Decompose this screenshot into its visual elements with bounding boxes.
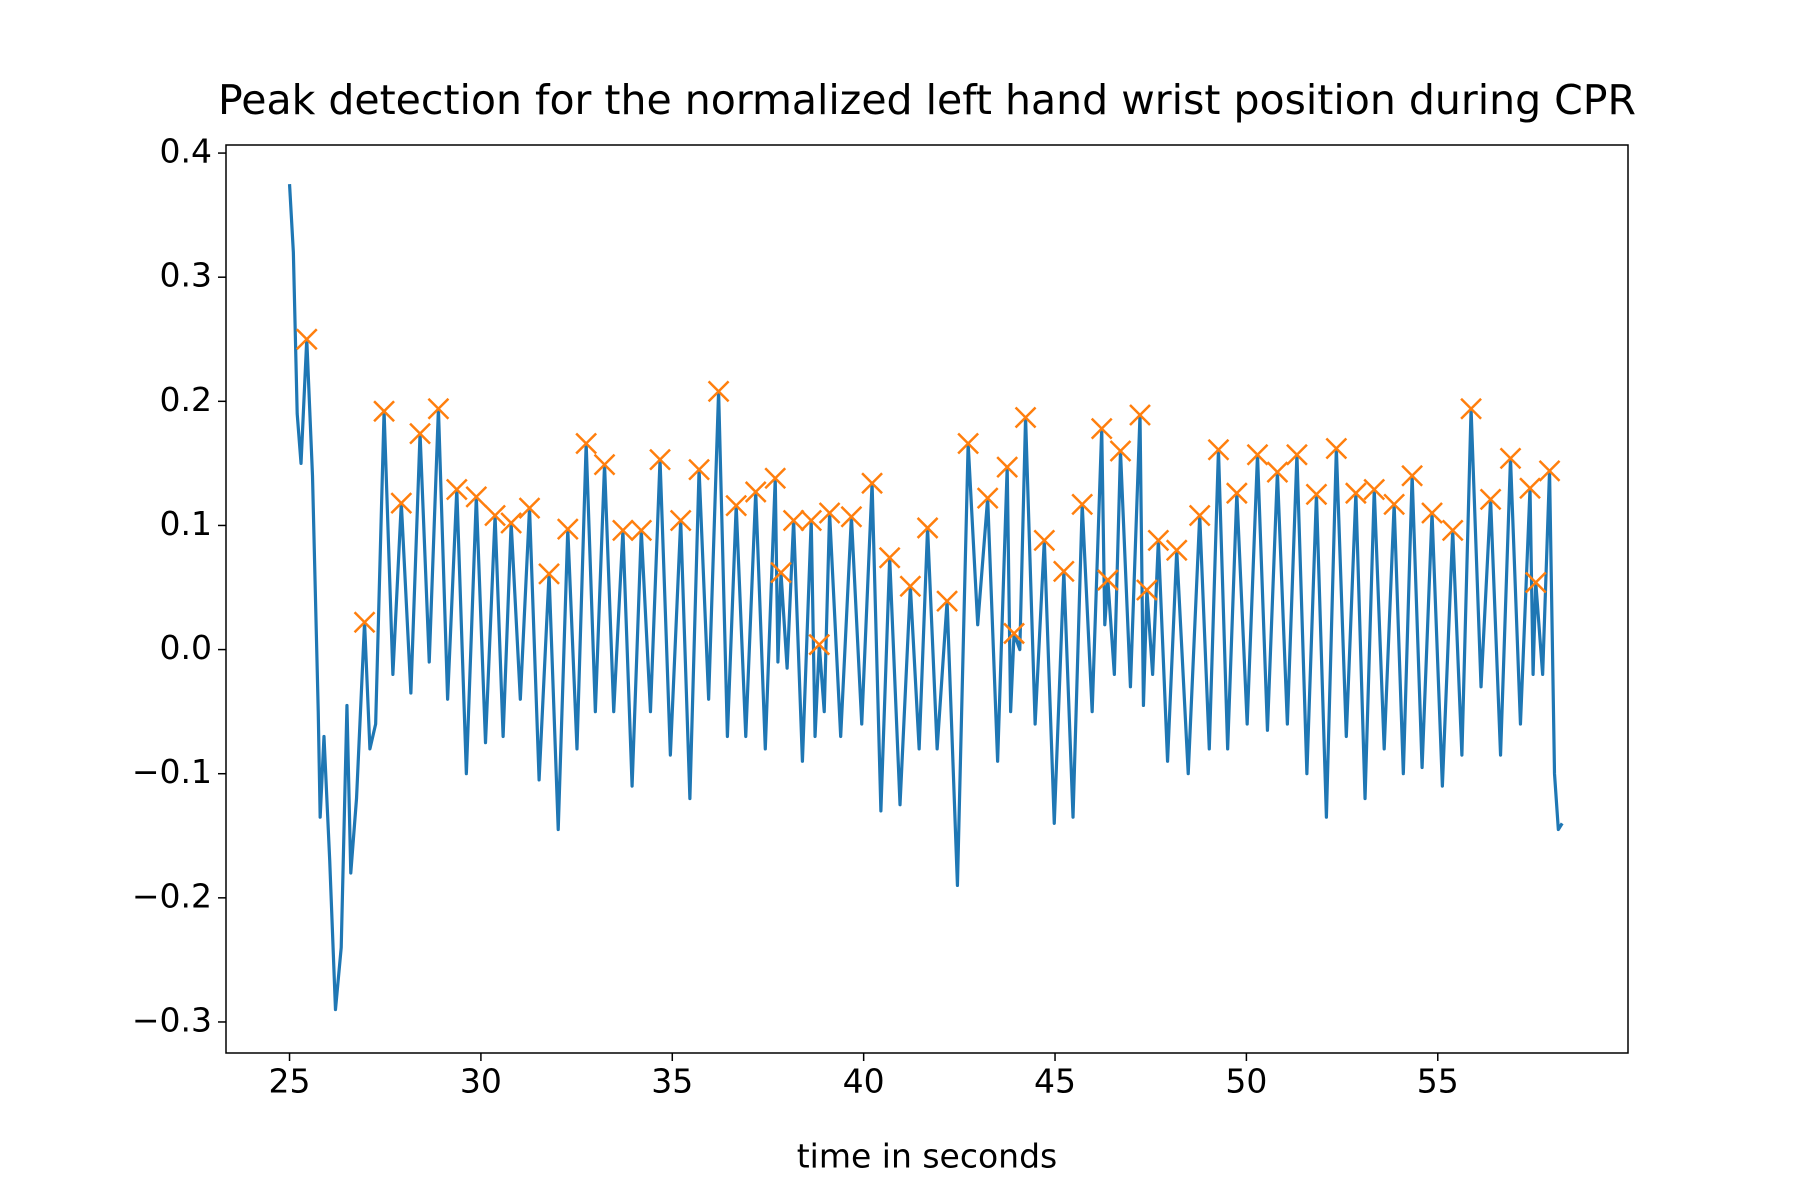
- plot-frame: [225, 144, 1629, 1054]
- y-tick-label: −0.3: [132, 1000, 212, 1039]
- x-tick-label: 25: [269, 1062, 311, 1101]
- peak-marker: [1188, 504, 1211, 527]
- data-line: [287, 184, 1564, 1012]
- peak-marker: [861, 472, 883, 495]
- peak-marker: [976, 487, 999, 510]
- x-tick-label: 55: [1417, 1062, 1459, 1101]
- peak-marker: [1421, 502, 1443, 524]
- peak-marker: [808, 633, 831, 656]
- peak-marker: [878, 546, 901, 569]
- peak-marker: [390, 492, 413, 514]
- y-tick-label: −0.2: [132, 876, 212, 915]
- peak-marker: [800, 509, 823, 532]
- peak-marker: [538, 562, 560, 585]
- peak-marker: [1225, 482, 1248, 505]
- peak-marker: [612, 519, 634, 542]
- peak-marker: [996, 456, 1019, 478]
- peak-marker: [1499, 447, 1522, 470]
- peak-marker: [1441, 519, 1464, 542]
- peak-marker: [1325, 437, 1348, 460]
- x-tick-label: 40: [843, 1062, 885, 1101]
- peak-marker: [899, 575, 922, 598]
- peak-marker: [1165, 539, 1188, 562]
- peak-marker: [1052, 560, 1075, 583]
- peak-marker: [725, 494, 748, 517]
- peak-marker: [1003, 622, 1025, 645]
- peak-marker: [764, 467, 787, 490]
- peak-marker: [688, 458, 710, 481]
- chart-title: Peak detection for the normalized left h…: [218, 76, 1636, 124]
- peak-marker: [1286, 443, 1308, 466]
- peak-marker: [1266, 461, 1289, 483]
- peak-marker: [1524, 571, 1547, 594]
- peak-marker: [1109, 440, 1132, 462]
- x-tick-label: 30: [460, 1062, 502, 1101]
- peak-marker: [818, 502, 841, 524]
- peak-marker: [409, 422, 431, 445]
- peak-marker: [1519, 477, 1541, 500]
- y-tick-label: 0.4: [160, 132, 212, 171]
- peak-marker: [575, 432, 598, 455]
- peak-marker: [556, 518, 579, 541]
- peak-marker: [770, 561, 792, 584]
- peak-marker: [1363, 478, 1386, 501]
- peak-marker: [1401, 464, 1424, 487]
- peak-marker: [630, 519, 653, 542]
- y-tick-label: 0.1: [160, 504, 212, 543]
- peak-marker: [916, 517, 939, 539]
- peak-marker: [649, 448, 671, 471]
- peak-marker: [484, 504, 506, 527]
- peak-marker: [1305, 483, 1328, 506]
- y-tick-label: −0.1: [132, 752, 212, 791]
- peak-marker: [936, 590, 958, 613]
- x-tick-label: 45: [1034, 1062, 1076, 1101]
- peak-marker: [1207, 438, 1230, 461]
- peak-marker: [1147, 529, 1170, 552]
- peak-marker: [782, 509, 805, 532]
- x-tick-label: 50: [1225, 1062, 1267, 1101]
- peak-marker: [1538, 459, 1561, 482]
- peak-marker: [373, 400, 395, 423]
- x-axis-label: time in seconds: [797, 1137, 1058, 1176]
- x-tick-label: 35: [651, 1062, 693, 1101]
- peak-marker: [957, 432, 980, 455]
- peak-marker: [1033, 529, 1056, 552]
- peak-marker: [1460, 397, 1482, 420]
- peak-marker: [353, 611, 376, 634]
- peak-marker: [593, 453, 616, 476]
- peak-marker: [1129, 404, 1151, 426]
- peak-marker: [518, 497, 541, 519]
- peak-marker: [1014, 406, 1037, 429]
- peak-marker: [465, 486, 488, 508]
- peak-marker: [1344, 482, 1367, 505]
- peak-marker: [1136, 579, 1158, 601]
- peak-marker: [669, 509, 692, 532]
- y-tick-label: 0.0: [160, 628, 212, 667]
- y-tick-label: 0.2: [160, 380, 212, 419]
- peak-marker: [1246, 443, 1269, 466]
- peak-marker: [1096, 569, 1119, 591]
- peak-marker: [445, 478, 468, 501]
- y-tick-label: 0.3: [160, 256, 212, 295]
- peak-marker: [1383, 493, 1406, 516]
- peak-marker: [500, 512, 523, 534]
- peak-marker: [295, 328, 318, 351]
- peak-marker: [707, 380, 730, 403]
- peak-marker: [1090, 417, 1113, 440]
- peak-marker: [840, 505, 863, 528]
- peak-marker: [744, 481, 767, 503]
- peak-marker: [1479, 488, 1502, 511]
- peak-marker: [1071, 493, 1094, 516]
- peak-marker: [427, 397, 450, 420]
